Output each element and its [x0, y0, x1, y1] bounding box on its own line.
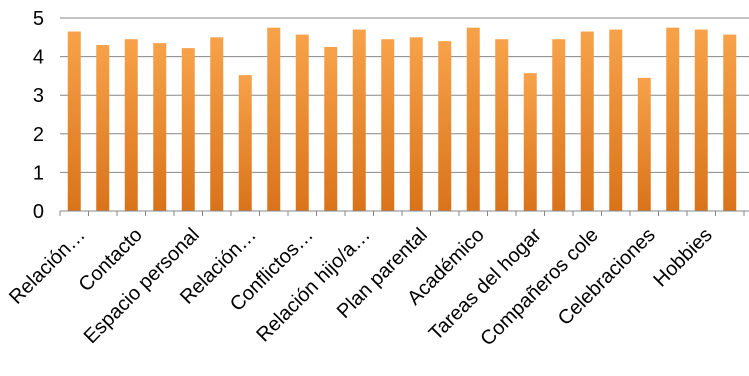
- bar-20: [637, 77, 651, 211]
- bar-21: [666, 27, 680, 212]
- bar-13: [438, 41, 452, 211]
- bar-8: [295, 34, 309, 212]
- y-axis-tick-labels: 0 1 2 3 4 5: [33, 8, 44, 223]
- y-tick-label: 5: [33, 8, 44, 30]
- x-category-label: Relación…: [5, 224, 90, 309]
- bars: [67, 27, 737, 212]
- y-tick-label: 4: [33, 47, 44, 69]
- x-category-label: Hobbies: [649, 224, 716, 291]
- bar-18: [580, 31, 594, 212]
- y-tick-label: 3: [33, 85, 44, 107]
- bar-4: [181, 48, 195, 211]
- bar-23: [723, 34, 737, 212]
- y-tick-label: 0: [33, 201, 44, 223]
- bar-2: [124, 39, 138, 212]
- y-tick-label: 2: [33, 124, 44, 146]
- bar-22: [694, 29, 708, 211]
- bar-9: [324, 46, 338, 212]
- bar-5: [210, 37, 224, 211]
- bar-7: [267, 27, 281, 212]
- bar-3: [153, 43, 167, 212]
- bar-17: [552, 39, 566, 212]
- bar-0: [67, 31, 81, 212]
- bar-19: [609, 29, 623, 211]
- bar-10: [352, 29, 366, 211]
- bar-11: [381, 39, 395, 212]
- x-category-label: Celebraciones: [554, 224, 660, 330]
- y-tick-label: 1: [33, 162, 44, 184]
- bar-12: [409, 37, 423, 211]
- bar-15: [495, 39, 509, 212]
- x-axis: [59, 210, 749, 216]
- bar-14: [466, 27, 480, 212]
- bar-6: [238, 75, 252, 212]
- bar-16: [523, 73, 537, 211]
- bar-1: [96, 45, 110, 211]
